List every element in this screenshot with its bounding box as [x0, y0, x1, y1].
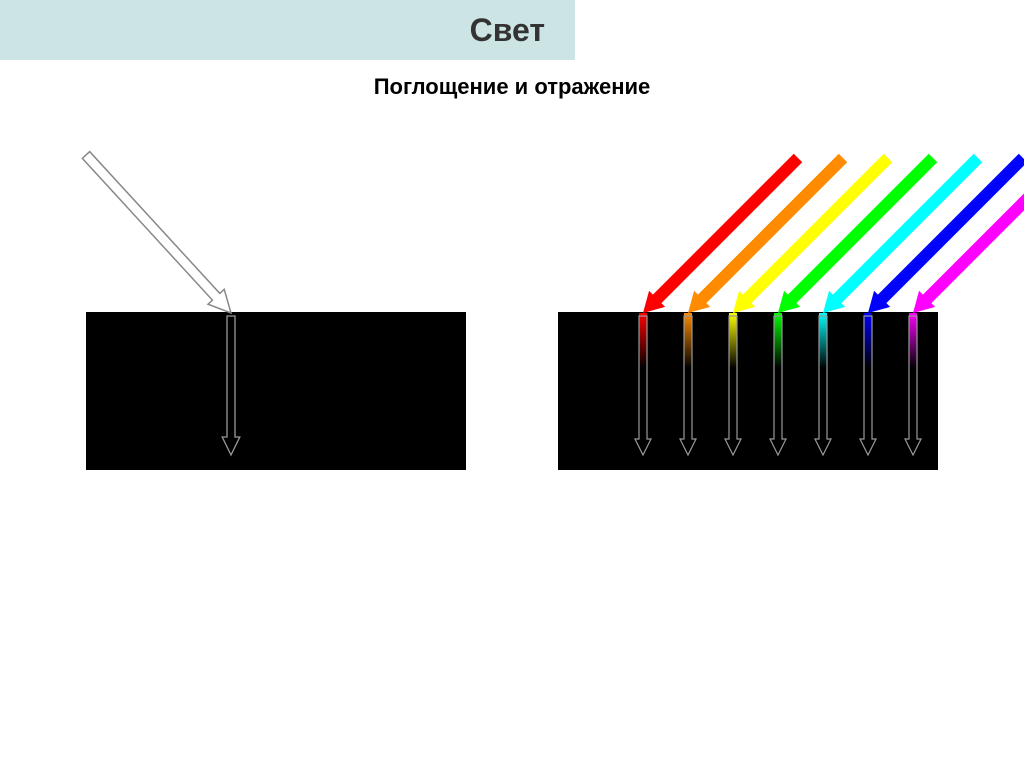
right-overlay-svg [528, 155, 968, 485]
diagrams-row [0, 155, 1024, 485]
right-panel [528, 155, 968, 485]
left-overlay-svg [56, 155, 496, 485]
page-title: Свет [470, 12, 545, 49]
left-panel [56, 155, 496, 485]
title-bar: Свет [0, 0, 575, 60]
subtitle: Поглощение и отражение [0, 74, 1024, 100]
